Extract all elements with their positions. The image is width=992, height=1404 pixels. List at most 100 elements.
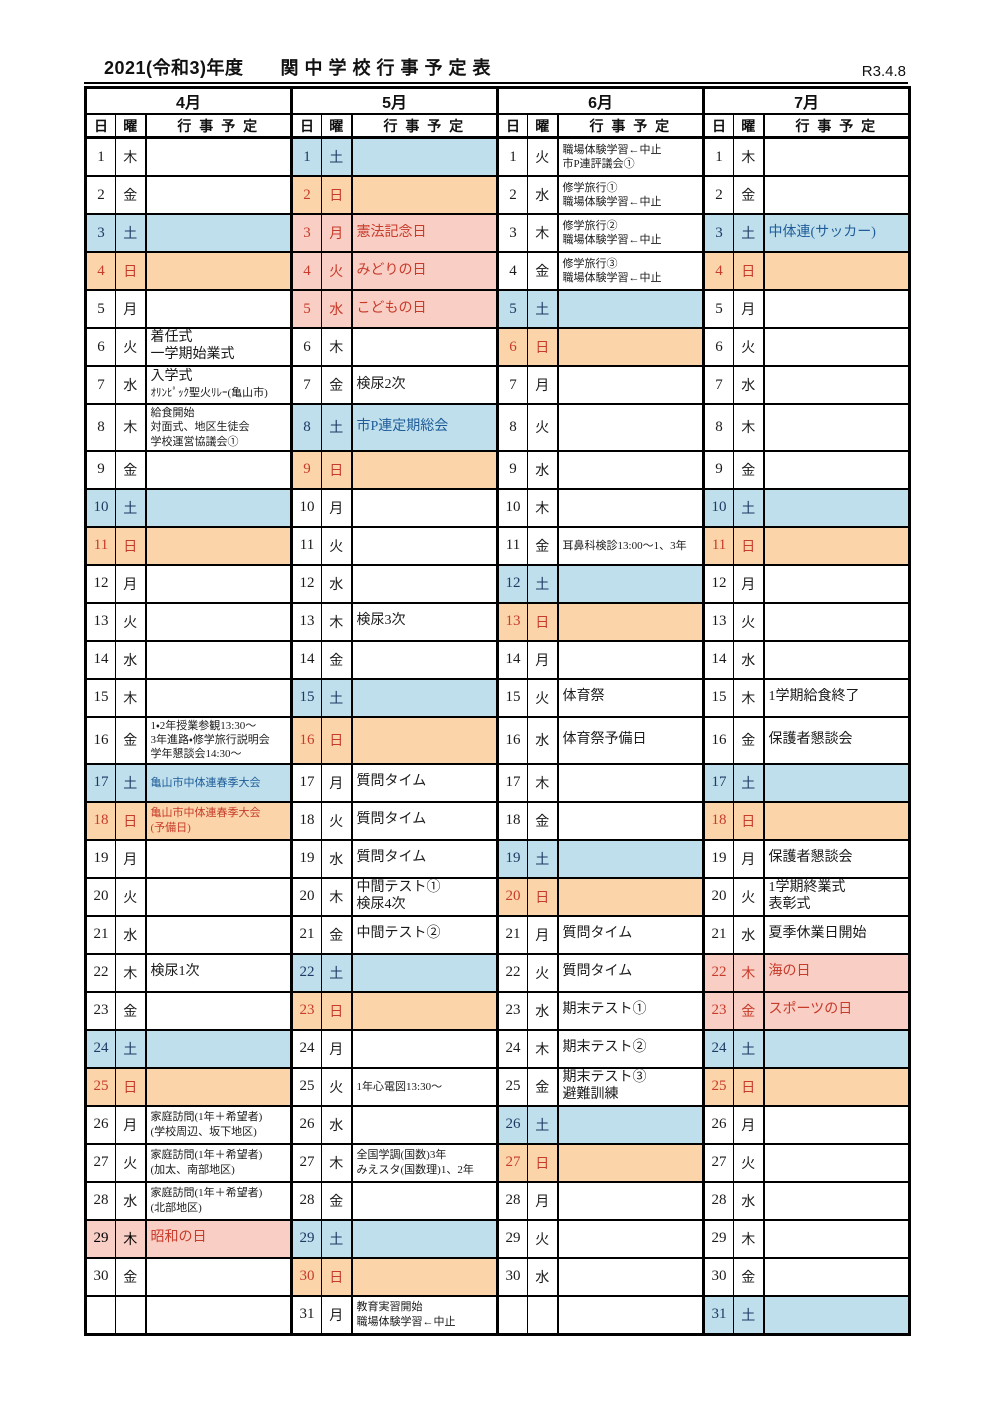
weekday-cell: 木 <box>321 601 353 642</box>
weekday-cell: 火 <box>115 876 147 917</box>
day-number-cell: 12 <box>290 563 323 604</box>
weekday-cell: 土 <box>733 1028 765 1069</box>
day-number-cell: 21 <box>702 914 735 955</box>
event-line: 入学式 <box>150 369 193 385</box>
day-number-cell: 10 <box>496 487 529 528</box>
event-cell <box>350 990 500 1031</box>
weekday-cell: 火 <box>527 403 559 452</box>
weekday-cell: 月 <box>321 762 353 803</box>
weekday-cell: 火 <box>733 327 765 367</box>
day-number-cell: 18 <box>84 800 116 841</box>
day-number-cell: 9 <box>84 449 116 490</box>
event-cell <box>556 327 706 367</box>
event-cell <box>350 1256 500 1297</box>
weekday-cell <box>115 1294 147 1336</box>
calendar-row: 3 土 3 月憲法記念日 3 木修学旅行② 職場体験学習←中止 3 土中体連(サッカー) <box>84 213 912 253</box>
event-cell <box>762 1180 912 1221</box>
weekday-cell: 木 <box>527 487 559 528</box>
weekday-cell: 金 <box>527 800 559 841</box>
weekday-cell: 水 <box>527 715 559 765</box>
day-number-cell: 23 <box>496 990 529 1031</box>
day-number-cell: 19 <box>290 838 323 879</box>
weekday-cell: 水 <box>733 639 765 680</box>
event-line: 質問タイム <box>356 774 427 790</box>
day-number-cell: 2 <box>496 175 529 215</box>
event-line: 質問タイム <box>356 850 427 866</box>
weekday-cell: 金 <box>527 525 559 566</box>
day-number-cell: 27 <box>702 1142 735 1183</box>
day-number-cell: 27 <box>290 1142 323 1183</box>
event-line: 検尿1次 <box>150 964 200 980</box>
event-cell <box>350 952 500 993</box>
weekday-cell: 火 <box>527 1218 559 1259</box>
month-header-july: 7月 <box>702 86 912 115</box>
revision-date: R3.4.8 <box>861 63 906 80</box>
event-cell <box>556 403 706 452</box>
event-cell <box>762 1066 912 1107</box>
weekday-cell: 水 <box>527 990 559 1031</box>
event-line: 1年心電図13:30～ <box>356 1080 443 1093</box>
event-cell: 耳鼻科検診13:00～1、3年 <box>556 525 706 566</box>
weekday-cell: 木 <box>115 677 147 718</box>
weekday-cell: 日 <box>115 800 147 841</box>
event-line: 表彰式 <box>768 896 811 912</box>
page-title: 2021(令和3)年度 関 中 学 校 行 事 予 定 表 <box>104 58 492 78</box>
weekday-cell: 水 <box>115 914 147 955</box>
event-line: 一学期始業式 <box>150 347 235 362</box>
event-cell: 質問タイム <box>556 952 706 993</box>
day-number-cell: 9 <box>702 449 735 490</box>
day-number-cell: 10 <box>290 487 323 528</box>
event-line: 検尿4次 <box>356 896 406 912</box>
day-number-cell: 24 <box>702 1028 735 1069</box>
calendar-row: 30 金 30 日 30 水 30 金 <box>84 1256 912 1297</box>
event-cell <box>762 289 912 329</box>
event-cell <box>350 715 500 765</box>
event-cell <box>350 136 500 177</box>
day-number-cell: 2 <box>290 175 323 215</box>
event-cell <box>556 449 706 490</box>
event-cell <box>556 800 706 841</box>
event-cell <box>350 1218 500 1259</box>
event-cell <box>556 487 706 528</box>
day-number-cell: 26 <box>84 1104 116 1145</box>
day-number-cell: 26 <box>702 1104 735 1145</box>
weekday-cell: 金 <box>321 1180 353 1221</box>
day-number-cell: 12 <box>84 563 116 604</box>
day-number-cell: 28 <box>702 1180 735 1221</box>
event-line: 昭和の日 <box>150 1230 207 1246</box>
event-cell: 修学旅行① 職場体験学習←中止 <box>556 175 706 215</box>
weekday-cell: 木 <box>321 327 353 367</box>
day-number-cell: 4 <box>702 251 735 291</box>
event-line: 学年懇談会14:30～ <box>150 748 242 761</box>
weekday-cell: 日 <box>115 1066 147 1107</box>
event-cell: 1・2年授業参観13:30～ 3年進路・修学旅行説明会 学年懇談会14:30～ <box>144 715 294 765</box>
day-number-cell: 29 <box>84 1218 116 1259</box>
event-line: 対面式、地区生徒会 <box>150 421 250 434</box>
weekday-cell: 月 <box>321 213 353 253</box>
day-number-cell: 21 <box>84 914 116 955</box>
event-line: 質問タイム <box>562 964 633 980</box>
event-cell: 1年心電図13:30～ <box>350 1066 500 1107</box>
day-number-cell: 31 <box>290 1294 323 1336</box>
calendar-row: 18 日亀山市中体連春季大会 (予備日) 18 火質問タイム 18 金 18 日 <box>84 800 912 841</box>
day-number-cell: 28 <box>290 1180 323 1221</box>
calendar-row: 6 火着任式 一学期始業式 6 木 6 日 6 火 <box>84 327 912 367</box>
weekday-cell: 日 <box>527 327 559 367</box>
day-number-cell: 25 <box>702 1066 735 1107</box>
event-cell <box>762 800 912 841</box>
day-number-cell: 11 <box>84 525 116 566</box>
event-cell <box>144 1294 294 1336</box>
event-cell <box>556 762 706 803</box>
event-cell <box>556 1180 706 1221</box>
weekday-cell: 金 <box>321 365 353 405</box>
event-cell: 中体連(サッカー) <box>762 213 912 253</box>
day-number-cell: 28 <box>84 1180 116 1221</box>
weekday-cell: 日 <box>115 525 147 566</box>
weekday-cell: 日 <box>527 876 559 917</box>
weekday-cell: 木 <box>527 762 559 803</box>
weekday-cell: 水 <box>733 365 765 405</box>
weekday-cell: 金 <box>527 251 559 291</box>
weekday-cell: 土 <box>115 487 147 528</box>
event-line: スポーツの日 <box>768 1002 853 1018</box>
schedule-document: 2021(令和3)年度 関 中 学 校 行 事 予 定 表 R3.4.8 4月 … <box>83 54 912 1336</box>
